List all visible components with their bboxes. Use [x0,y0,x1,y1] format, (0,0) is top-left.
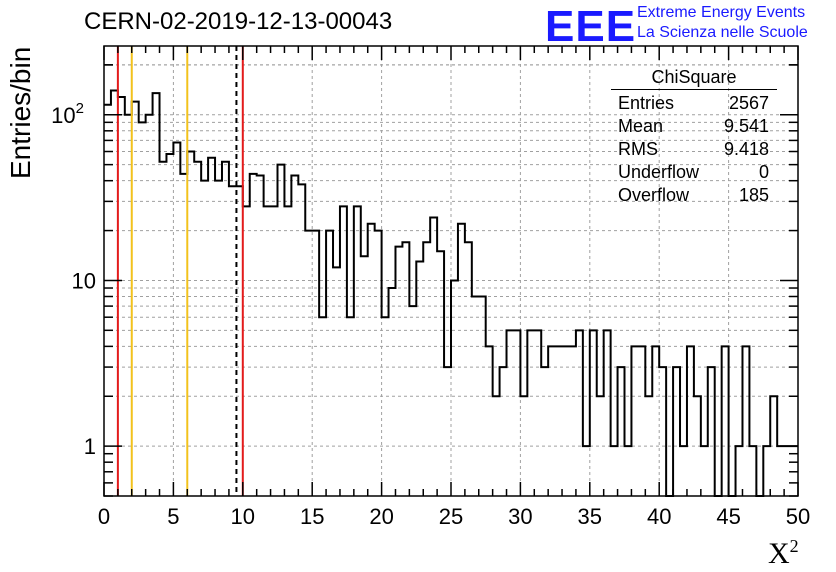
x-axis-label-base: X [768,537,790,570]
eee-logo: EEE [545,2,637,51]
stats-row-overflow: Overflow 185 [611,184,777,207]
stats-row-underflow: Underflow 0 [611,161,777,184]
stats-row-mean: Mean 9.541 [611,115,777,138]
stats-label: RMS [618,139,658,159]
stats-value: 185 [738,185,769,205]
stats-row-entries: Entries 2567 [611,92,777,115]
stats-label: Entries [618,93,675,113]
x-tick-label: 15 [300,504,324,529]
stats-value: 9.541 [723,116,769,136]
brand-line-1: Extreme Energy Events [637,4,806,21]
x-tick-label: 5 [167,504,179,529]
stats-box: ChiSquare Entries 2567 Mean 9.541 RMS 9.418… [611,66,777,207]
x-tick-label: 20 [369,504,393,529]
stats-value: 2567 [728,93,769,113]
stats-row-rms: RMS 9.418 [611,138,777,161]
stats-value: 9.418 [723,139,769,159]
x-tick-label: 45 [716,504,740,529]
brand-line-2: La Scienza nelle Scuole [637,24,808,41]
y-tick-label-exponent: 2 [76,100,84,117]
x-tick-label: 0 [98,504,110,529]
stats-value: 0 [758,162,769,182]
y-tick-label: 102 [51,100,84,128]
x-tick-label: 50 [786,504,810,529]
stats-label: Overflow [618,185,690,205]
y-axis-label: Entries/bin [5,46,36,179]
x-tick-label: 10 [231,504,255,529]
x-axis-label: X2 [768,536,799,571]
x-tick-label: 40 [647,504,671,529]
stats-title: ChiSquare [611,66,777,90]
x-tick-label: 30 [508,504,532,529]
y-tick-label: 1 [84,434,96,459]
chart-title: CERN-02-2019-12-13-00043 [84,8,393,35]
stats-label: Mean [618,116,664,136]
x-axis-label-exponent: 2 [789,536,799,556]
histogram-series [104,89,798,497]
y-tick-label: 10 [72,268,96,293]
x-tick-label: 25 [439,504,463,529]
stats-label: Underflow [618,162,700,182]
x-tick-label: 35 [578,504,602,529]
